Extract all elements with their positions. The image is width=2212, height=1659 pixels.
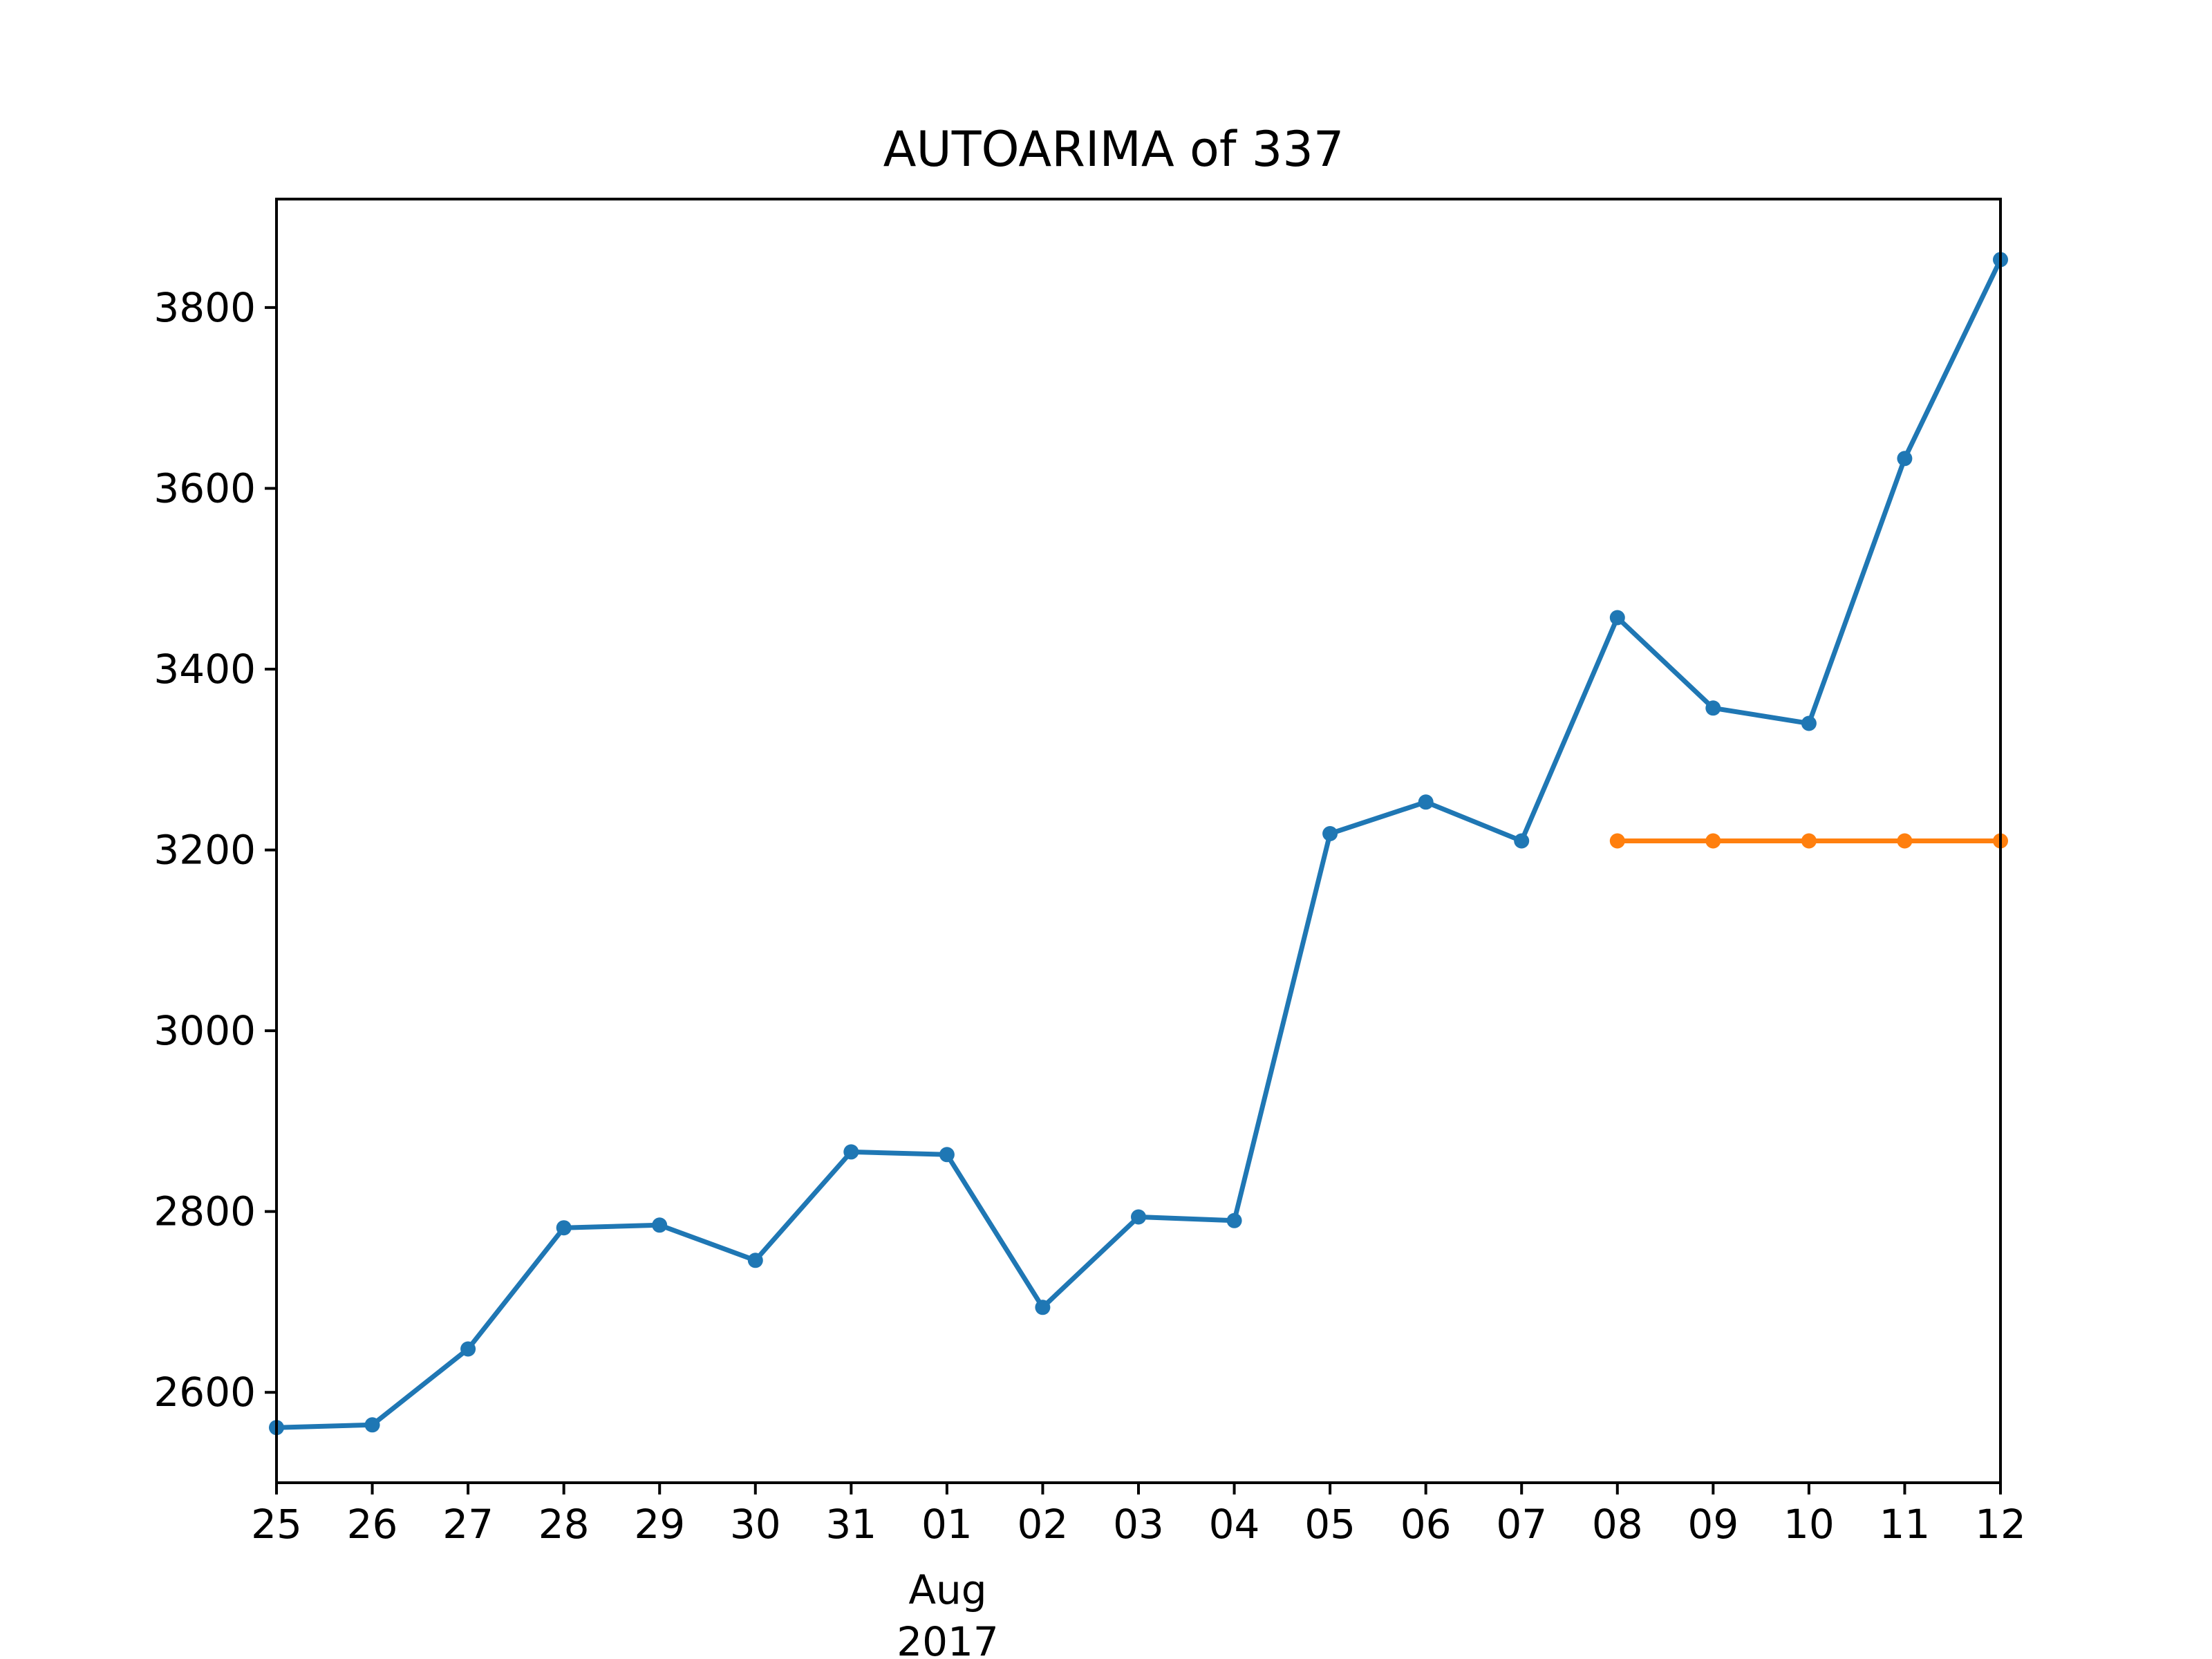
x-tick-label: 10 xyxy=(1783,1501,1835,1548)
data-point xyxy=(1705,700,1721,716)
x-tick-label: 06 xyxy=(1400,1501,1452,1548)
y-tick-label: 3600 xyxy=(153,465,256,512)
x-tick-label: 08 xyxy=(1592,1501,1643,1548)
x-tick-label: 11 xyxy=(1880,1501,1931,1548)
x-tick-label: 09 xyxy=(1687,1501,1738,1548)
x-tick-label: 25 xyxy=(251,1501,302,1548)
data-point xyxy=(1418,794,1434,810)
data-point xyxy=(1131,1209,1146,1225)
y-tick-label: 2800 xyxy=(153,1188,256,1235)
data-point xyxy=(1322,826,1338,841)
data-point xyxy=(460,1341,476,1357)
x-tick-label: 12 xyxy=(1975,1501,2026,1548)
x-tick-label: 05 xyxy=(1304,1501,1356,1548)
y-tick-label: 3800 xyxy=(153,284,256,331)
y-tick-label: 2600 xyxy=(153,1369,256,1416)
plot-frame xyxy=(275,198,2002,1484)
x-tick-label: 28 xyxy=(538,1501,590,1548)
data-point xyxy=(1801,715,1817,731)
data-point xyxy=(843,1144,859,1160)
data-point xyxy=(1609,833,1625,849)
data-point xyxy=(939,1147,955,1163)
y-tick-label: 3000 xyxy=(153,1007,256,1054)
data-point xyxy=(364,1417,380,1433)
x-tick-label: 30 xyxy=(730,1501,781,1548)
data-point xyxy=(1226,1212,1242,1228)
x-tick-label: 04 xyxy=(1209,1501,1260,1548)
data-point xyxy=(556,1220,572,1236)
data-point xyxy=(652,1217,668,1233)
x-tick-label: 07 xyxy=(1496,1501,1547,1548)
x-tick-label: 26 xyxy=(347,1501,398,1548)
series-layer xyxy=(269,252,2008,1436)
data-point xyxy=(1897,451,1913,467)
data-point xyxy=(1897,833,1913,849)
data-point xyxy=(1035,1300,1051,1315)
x-year-label: 2017 xyxy=(897,1618,999,1659)
x-tick-label: 27 xyxy=(442,1501,494,1548)
y-tick-label: 3200 xyxy=(153,827,256,874)
data-point xyxy=(1801,833,1817,849)
x-tick-label: 01 xyxy=(921,1501,973,1548)
y-tick-label: 3400 xyxy=(153,646,256,693)
chart-title: AUTOARIMA of 337 xyxy=(883,121,1344,178)
data-point xyxy=(747,1253,763,1268)
data-point xyxy=(1514,833,1530,849)
x-tick-label: 29 xyxy=(634,1501,685,1548)
axes-layer: 2600 2800 3000 3200 3400 3600 3800 25 26 27 28 29 30… xyxy=(153,284,2026,1548)
x-month-label: Aug xyxy=(908,1566,986,1613)
x-tick-label: 03 xyxy=(1113,1501,1164,1548)
data-point xyxy=(1705,833,1721,849)
x-tick-label: 02 xyxy=(1018,1501,1069,1548)
x-tick-label: 31 xyxy=(825,1501,877,1548)
data-point xyxy=(1609,610,1625,626)
